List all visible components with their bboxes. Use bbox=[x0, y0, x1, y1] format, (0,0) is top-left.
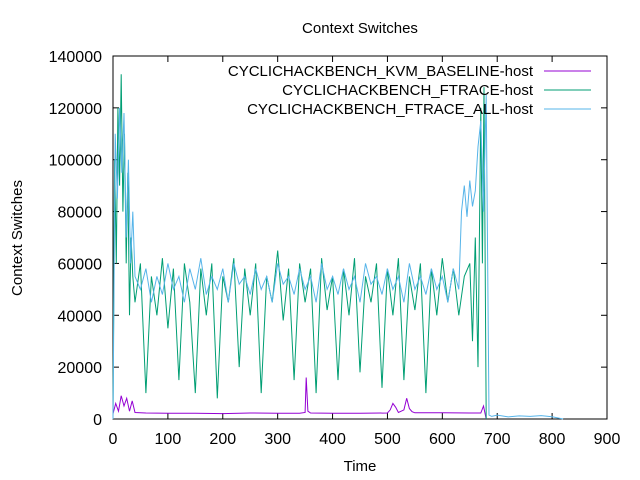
axis-ticks: 0 100 200 300 400 500 600 700 800 900 0 20000 40000 6… bbox=[49, 49, 621, 448]
series-group bbox=[112, 74, 564, 420]
series-line-1 bbox=[112, 377, 487, 420]
y-tick-label: 60000 bbox=[58, 256, 103, 273]
plot-frame bbox=[112, 55, 608, 420]
legend: CYCLICHACKBENCH_KVM_BASELINE-host CYCLICH… bbox=[228, 63, 591, 118]
x-tick-label: 0 bbox=[109, 431, 118, 448]
x-tick-label: 400 bbox=[319, 431, 346, 448]
x-tick-label: 700 bbox=[484, 431, 511, 448]
x-tick-label: 800 bbox=[539, 431, 566, 448]
y-axis-label: Context Switches bbox=[9, 180, 26, 296]
legend-label-2: CYCLICHACKBENCH_FTRACE-host bbox=[282, 82, 534, 99]
y-tick-label: 120000 bbox=[49, 101, 102, 118]
x-tick-label: 300 bbox=[264, 431, 291, 448]
series-line-3 bbox=[112, 94, 564, 420]
legend-label-3: CYCLICHACKBENCH_FTRACE_ALL-host bbox=[247, 101, 534, 118]
y-tick-label: 80000 bbox=[58, 205, 103, 222]
y-tick-label: 20000 bbox=[58, 360, 103, 377]
x-tick-label: 900 bbox=[594, 431, 621, 448]
x-tick-label: 100 bbox=[155, 431, 182, 448]
y-tick-label: 140000 bbox=[49, 49, 102, 66]
legend-label-1: CYCLICHACKBENCH_KVM_BASELINE-host bbox=[228, 63, 534, 80]
x-tick-label: 600 bbox=[429, 431, 456, 448]
chart-title: Context Switches bbox=[302, 20, 418, 37]
y-tick-label: 100000 bbox=[49, 153, 102, 170]
y-tick-label: 0 bbox=[93, 412, 102, 429]
series-line-2 bbox=[112, 74, 487, 420]
x-axis-label: Time bbox=[344, 458, 377, 475]
x-tick-label: 200 bbox=[209, 431, 236, 448]
y-tick-label: 40000 bbox=[58, 308, 103, 325]
x-tick-label: 500 bbox=[374, 431, 401, 448]
